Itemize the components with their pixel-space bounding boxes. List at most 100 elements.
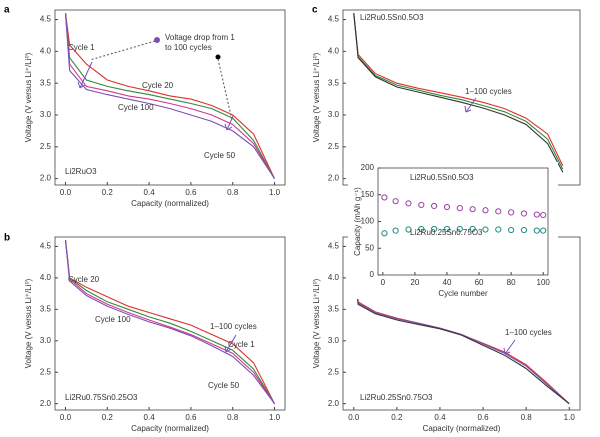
y-tick-label: 2.5 [40,367,52,376]
data-point [431,202,438,210]
voltage-curve [64,240,275,404]
data-point [533,227,540,234]
data-point [443,225,451,233]
voltage-curve [64,240,275,405]
voltage-curve [64,13,275,179]
y-tick-label: 2.0 [328,174,340,183]
data-point [508,209,515,216]
series-label: Li2Ru0.25Sn0.75O3 [410,228,483,237]
voltage-curve [353,13,564,167]
panel: 2.0 2.5 3.0 3.5 4.0 4.5 Voltage (V versus Li⁺/… [312,5,581,186]
compound-label: Li2RuO3 [65,167,97,176]
panel-letter: b [4,233,10,244]
y-axis-label: Voltage (V versus Li⁺/Li⁰) [312,52,321,142]
curve-label: Cycle 50 [204,151,236,160]
curve-label: Cycle 100 [95,315,131,324]
voltage-curve [353,13,564,170]
y-axis-label: Voltage (V versus Li⁺/Li⁰) [312,278,321,368]
x-tick-label: 0.0 [60,413,72,422]
voltage-curve [353,240,570,405]
y-tick-label: 2.0 [40,399,52,408]
y-tick-label: 200 [361,163,375,172]
plot-frame [54,9,286,186]
x-tick-label: 1.0 [269,188,281,197]
arrow [224,115,234,131]
x-tick-label: 0.8 [227,188,239,197]
y-tick-label: 2.5 [328,367,340,376]
x-tick-label: 0 [381,278,386,287]
x-tick-label: 40 [443,278,452,287]
annotation: Voltage drop from 1 [165,33,235,42]
voltage-curve [353,240,570,405]
y-tick-label: 3.0 [328,336,340,345]
data-point [508,226,515,234]
data-point [469,225,476,233]
data-point [469,206,476,213]
data-point [456,225,463,233]
inset-background [348,162,558,299]
pointer-line [217,58,233,121]
x-tick-label: 0.8 [521,413,533,422]
series-label: Li2Ru0.5Sn0.5O3 [410,173,474,182]
data-point [456,205,463,212]
y-tick-label: 4.0 [40,46,52,55]
pointer-line [89,40,156,61]
data-point [540,227,547,234]
annotation: 1–100 cycles [505,328,552,337]
compound-label: Li2Ru0.25Sn0.75O3 [360,393,433,402]
voltage-curve [353,13,564,173]
y-tick-label: 4.5 [40,15,52,24]
inset-chart: 0 50 100 150 200 0 20 40 60 80 100 Cycle number Capa… [348,162,558,299]
arrow [503,339,516,355]
y-tick-label: 2.0 [40,174,52,183]
y-tick-label: 4.0 [328,46,340,55]
y-tick-label: 150 [361,190,375,199]
y-tick-label: 4.0 [40,273,52,282]
panel: 2.0 2.5 3.0 3.5 4.0 4.5 0.0 0.2 0.4 0.6 0.8 1.0 Capa… [312,236,581,433]
data-point [418,201,425,209]
voltage-curve [64,13,275,179]
y-tick-label: 4.0 [328,273,340,282]
x-tick-label: 1.0 [564,413,576,422]
x-axis-label: Capacity (normalized) [131,424,209,433]
pointer-dot [154,37,160,43]
annotation: 1–100 cycles [465,87,512,96]
data-point [520,226,528,234]
x-tick-label: 0.6 [185,188,197,197]
data-point [431,225,438,233]
x-tick-label: 60 [475,278,484,287]
curve-label: Cycle 20 [68,275,100,284]
data-point [482,207,489,214]
x-tick-label: 1.0 [269,413,281,422]
data-point [405,200,412,207]
data-point [443,203,451,211]
arrow [464,97,477,113]
y-axis-label: Voltage (V versus Li⁺/Li⁰) [24,278,33,368]
compound-label: Li2Ru0.75Sn0.25O3 [65,393,138,402]
pointer-dot [215,54,221,60]
y-tick-label: 3.0 [328,110,340,119]
x-tick-label: 0.6 [185,413,197,422]
y-tick-label: 3.0 [40,110,52,119]
x-tick-label: 0.2 [102,413,114,422]
x-tick-label: 0.6 [477,413,489,422]
data-point [540,211,547,219]
y-tick-label: 2.0 [328,399,340,408]
curve-label: Cycle 1 [228,340,255,349]
y-tick-label: 3.5 [328,304,340,313]
arrow [77,61,93,89]
data-point [418,225,425,233]
curve-label: Cycle 50 [208,381,240,390]
data-point [381,194,388,201]
voltage-curve [64,13,275,179]
data-point [533,211,540,218]
data-point [405,226,412,233]
y-axis-label: Voltage (V versus Li⁺/Li⁰) [24,52,33,142]
y-tick-label: 0 [370,270,375,279]
x-tick-label: 0.4 [434,413,446,422]
x-tick-label: 0.2 [102,188,114,197]
x-tick-label: 0.4 [144,188,156,197]
data-point [482,226,489,233]
panel-letter: c [312,5,318,16]
